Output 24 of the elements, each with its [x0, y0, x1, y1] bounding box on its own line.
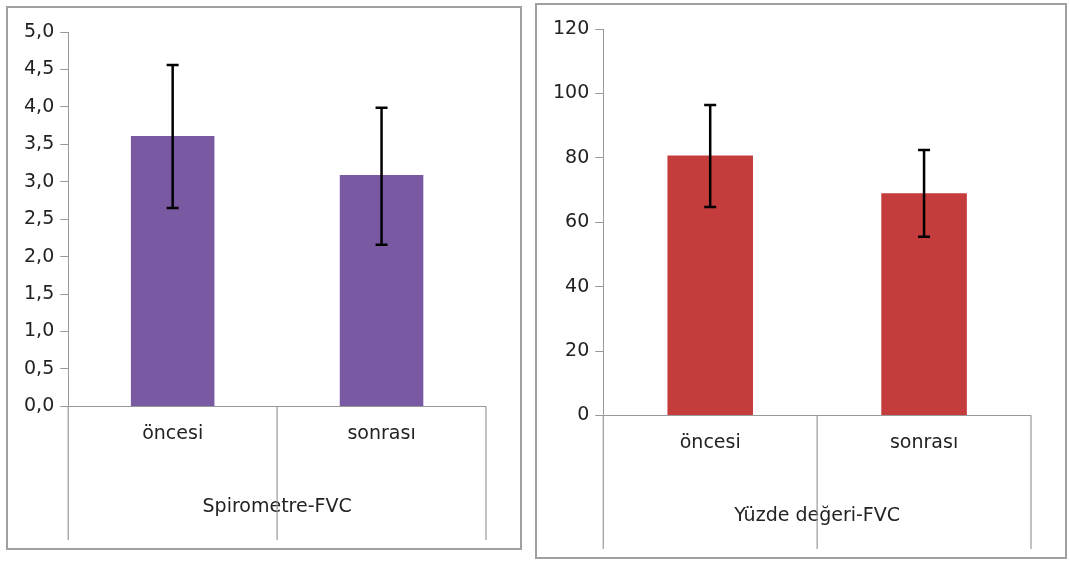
- y-tick-label: 80: [565, 144, 590, 167]
- y-tick-label: 100: [553, 80, 590, 103]
- x-tick-label: öncesi: [679, 429, 741, 452]
- y-tick-label: 60: [565, 209, 590, 232]
- y-tick-label: 3,5: [24, 131, 55, 154]
- x-tick-label: sonrası: [889, 429, 959, 452]
- y-tick-label: 1,0: [24, 318, 55, 341]
- y-tick-label: 40: [565, 273, 590, 296]
- y-tick-label: 20: [565, 337, 590, 360]
- y-tick-label: 0: [577, 402, 590, 425]
- y-tick-label: 4,0: [24, 93, 55, 116]
- y-tick-label: 0,0: [24, 393, 55, 416]
- x-axis-title: Yüzde değeri-FVC: [733, 502, 901, 525]
- y-tick-label: 0,5: [24, 355, 55, 378]
- y-tick-label: 1,5: [24, 281, 55, 304]
- y-tick-label: 5,0: [24, 18, 55, 41]
- y-tick-label: 2,0: [24, 243, 55, 266]
- y-tick-label: 4,5: [24, 56, 55, 79]
- y-tick-label: 3,0: [24, 168, 55, 191]
- y-tick-label: 120: [553, 15, 590, 38]
- y-tick-label: 2,5: [24, 206, 55, 229]
- x-tick-label: öncesi: [142, 420, 204, 443]
- x-axis-title: Spirometre-FVC: [202, 493, 352, 516]
- x-tick-label: sonrası: [347, 420, 416, 443]
